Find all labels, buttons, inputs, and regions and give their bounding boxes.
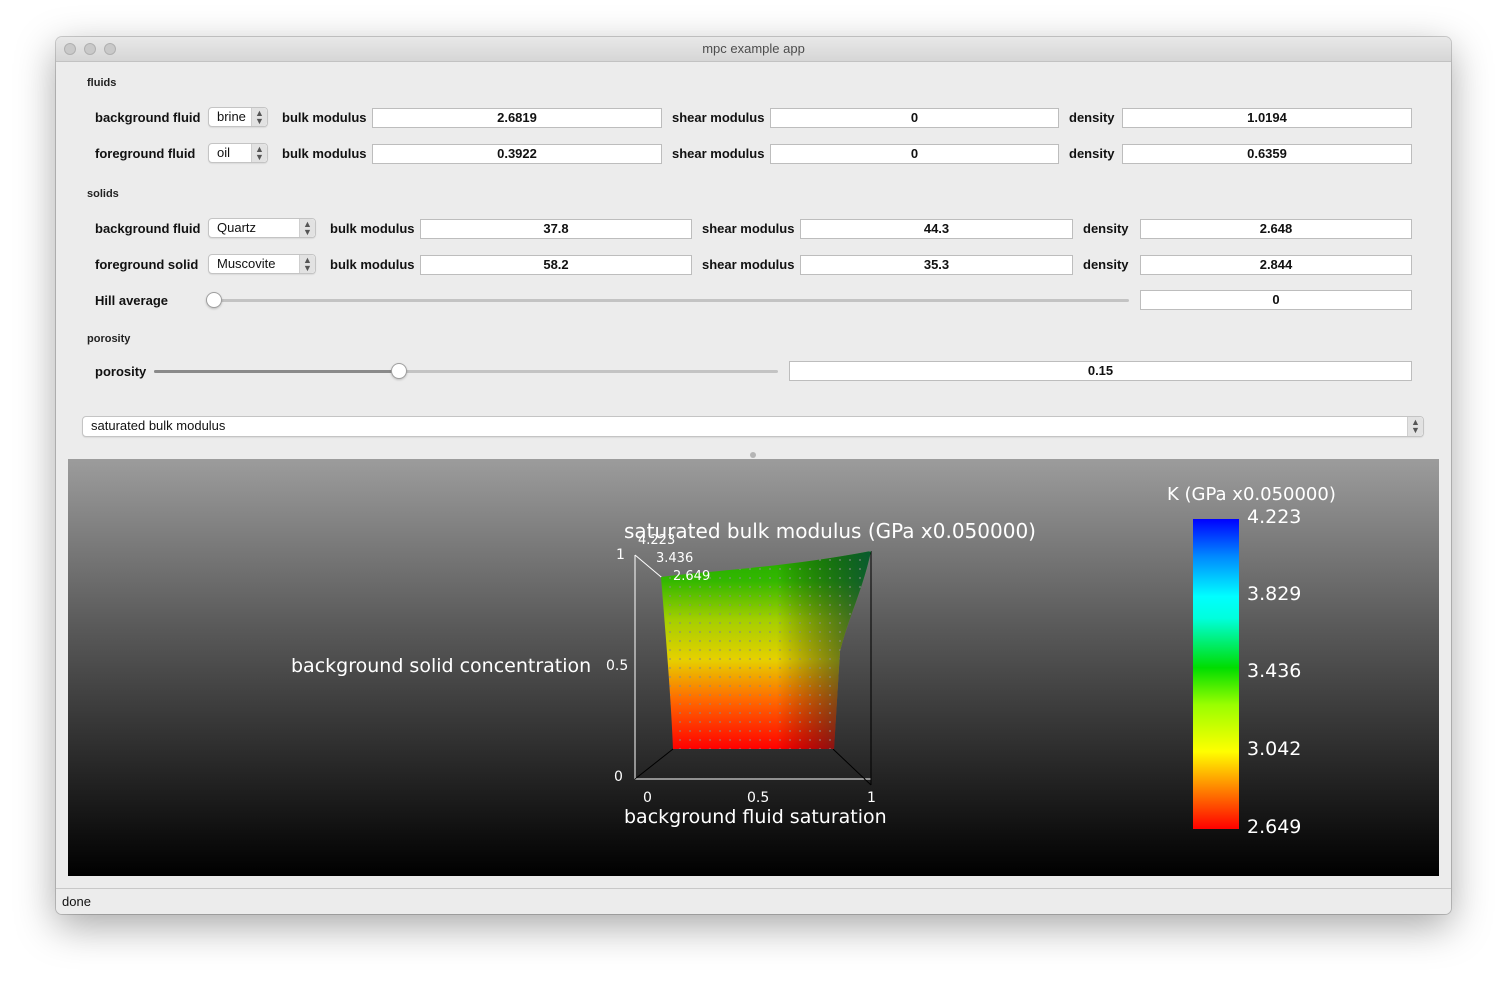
fluid-fg-bulk-label: bulk modulus xyxy=(282,146,367,161)
solid-bg-shear-field[interactable]: 44.3 xyxy=(800,219,1073,239)
window-title: mpc example app xyxy=(702,41,805,56)
foreground-solid-label: foreground solid xyxy=(95,257,199,272)
solid-fg-density-label: density xyxy=(1083,257,1129,272)
plot-svg xyxy=(634,551,872,786)
colorbar-label: 3.829 xyxy=(1247,583,1302,605)
foreground-fluid-select[interactable]: oil ▲ ▼ xyxy=(208,143,268,163)
plot-title: saturated bulk modulus (GPa x0.050000) xyxy=(624,519,1036,543)
y-tick-label: 0 xyxy=(614,769,623,785)
stepper-arrows-icon: ▲ ▼ xyxy=(251,144,267,162)
background-fluid-select-value: brine xyxy=(217,109,246,124)
background-solid-select-value: Quartz xyxy=(217,220,257,235)
foreground-solid-select[interactable]: Muscovite ▲ ▼ xyxy=(208,254,316,274)
colorbar xyxy=(1193,519,1239,829)
stepper-arrows-icon: ▲ ▼ xyxy=(251,108,267,126)
solids-section-label: solids xyxy=(87,188,119,200)
solid-fg-density-field[interactable]: 2.844 xyxy=(1140,255,1412,275)
x-tick-label: 1 xyxy=(867,790,876,806)
stepper-arrows-icon: ▲ ▼ xyxy=(1407,417,1423,436)
background-fluid-label: background fluid xyxy=(95,110,201,125)
background-solid-select[interactable]: Quartz ▲ ▼ xyxy=(208,218,316,238)
property-select[interactable]: saturated bulk modulus ▲ ▼ xyxy=(82,416,1424,437)
minimize-window-button[interactable] xyxy=(84,43,96,55)
porosity-section-label: porosity xyxy=(87,333,131,345)
surface-grid-points xyxy=(661,551,871,749)
porosity-field[interactable]: 0.15 xyxy=(789,361,1412,381)
colorbar-label: 2.649 xyxy=(1247,816,1302,838)
y-tick-label: 1 xyxy=(616,547,625,563)
property-select-value: saturated bulk modulus xyxy=(91,418,226,433)
fluids-section-label: fluids xyxy=(87,77,117,89)
colorbar-label: 4.223 xyxy=(1247,506,1302,528)
fluid-bg-density-field[interactable]: 1.0194 xyxy=(1122,108,1412,128)
fluid-fg-density-field[interactable]: 0.6359 xyxy=(1122,144,1412,164)
solid-bg-bulk-label: bulk modulus xyxy=(330,221,415,236)
solid-bg-bulk-field[interactable]: 37.8 xyxy=(420,219,692,239)
box-edge xyxy=(832,748,872,786)
fluid-bg-shear-label: shear modulus xyxy=(672,110,765,125)
plot-y-label: background solid concentration xyxy=(291,655,592,677)
status-text: done xyxy=(62,894,91,909)
plot-x-label: background fluid saturation xyxy=(624,806,887,828)
box-edge xyxy=(634,748,674,780)
solid-fg-shear-label: shear modulus xyxy=(702,257,795,272)
porosity-label: porosity xyxy=(95,364,147,379)
z-tick-label: 2.649 xyxy=(673,569,711,584)
z-tick-label: 3.436 xyxy=(656,551,694,566)
fluid-fg-density-label: density xyxy=(1069,146,1115,161)
colorbar-title: K (GPa x0.050000) xyxy=(1167,484,1336,505)
plot-viewport[interactable]: saturated bulk modulus (GPa x0.050000) b… xyxy=(68,459,1439,876)
app-window: mpc example app fluids background fluid … xyxy=(56,37,1451,914)
foreground-solid-select-value: Muscovite xyxy=(217,256,276,271)
fluid-fg-bulk-field[interactable]: 0.3922 xyxy=(372,144,662,164)
x-tick-label: 0 xyxy=(643,790,652,806)
splitter-handle[interactable] xyxy=(750,452,756,458)
status-bar: done xyxy=(56,888,1451,914)
y-tick-label: 0.5 xyxy=(606,658,629,674)
fluid-bg-bulk-field[interactable]: 2.6819 xyxy=(372,108,662,128)
solid-fg-bulk-label: bulk modulus xyxy=(330,257,415,272)
stepper-arrows-icon: ▲ ▼ xyxy=(299,255,315,273)
solid-fg-bulk-field[interactable]: 58.2 xyxy=(420,255,692,275)
porosity-slider-track[interactable] xyxy=(154,370,778,373)
background-solid-label: background fluid xyxy=(95,221,201,236)
hill-average-field[interactable]: 0 xyxy=(1140,290,1412,310)
hill-average-slider-track[interactable] xyxy=(206,299,1129,302)
solid-bg-shear-label: shear modulus xyxy=(702,221,795,236)
foreground-fluid-select-value: oil xyxy=(217,145,231,160)
close-window-button[interactable] xyxy=(64,43,76,55)
background-fluid-select[interactable]: brine ▲ ▼ xyxy=(208,107,268,127)
x-tick-label: 0.5 xyxy=(747,790,770,806)
hill-average-slider-handle[interactable] xyxy=(206,292,222,308)
fluid-bg-bulk-label: bulk modulus xyxy=(282,110,367,125)
solid-bg-density-label: density xyxy=(1083,221,1129,236)
fluid-bg-shear-field[interactable]: 0 xyxy=(770,108,1059,128)
hill-average-label: Hill average xyxy=(95,293,168,308)
porosity-slider-fill xyxy=(154,370,400,373)
solid-bg-density-field[interactable]: 2.648 xyxy=(1140,219,1412,239)
z-tick-label: 4.223 xyxy=(638,533,676,548)
stepper-arrows-icon: ▲ ▼ xyxy=(299,219,315,237)
title-bar: mpc example app xyxy=(56,37,1451,62)
fluid-bg-density-label: density xyxy=(1069,110,1115,125)
colorbar-label: 3.436 xyxy=(1247,660,1302,682)
porosity-slider-handle[interactable] xyxy=(391,363,408,379)
zoom-window-button[interactable] xyxy=(104,43,116,55)
fluid-fg-shear-label: shear modulus xyxy=(672,146,765,161)
colorbar-label: 3.042 xyxy=(1247,738,1302,760)
fluid-fg-shear-field[interactable]: 0 xyxy=(770,144,1059,164)
foreground-fluid-label: foreground fluid xyxy=(95,146,196,161)
solid-fg-shear-field[interactable]: 35.3 xyxy=(800,255,1073,275)
